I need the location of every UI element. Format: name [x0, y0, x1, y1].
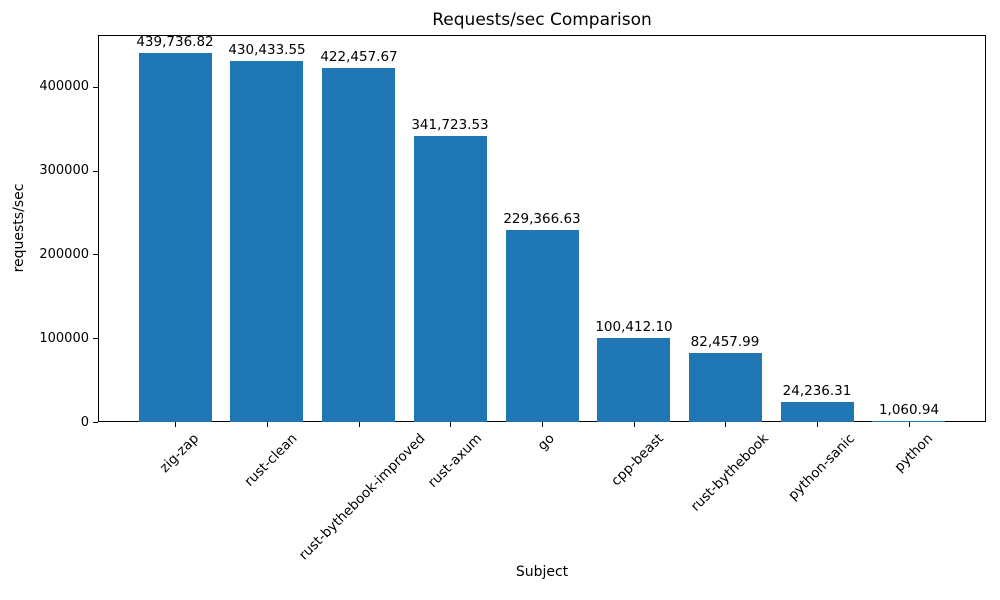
x-tick-mark — [908, 422, 910, 427]
bar-value-label: 422,457.67 — [320, 49, 398, 65]
bar — [230, 61, 303, 422]
x-tick-mark — [541, 422, 543, 427]
bar-value-label: 430,433.55 — [228, 42, 306, 58]
x-tick-mark — [358, 422, 360, 427]
y-tick-mark — [93, 170, 98, 172]
y-tick-mark — [93, 337, 98, 339]
bar-value-label: 82,457.99 — [690, 334, 760, 350]
x-tick-mark — [816, 422, 818, 427]
bar — [414, 136, 487, 422]
x-tick-label: zig-zap — [156, 430, 203, 476]
bar — [689, 353, 762, 422]
bar — [781, 402, 854, 422]
y-tick-mark — [93, 86, 98, 88]
x-tick-mark — [174, 422, 176, 427]
x-tick-label: rust-bythebook — [687, 430, 772, 515]
bar-value-label: 341,723.53 — [411, 117, 489, 133]
x-tick-label: python — [890, 430, 936, 476]
x-tick-mark — [724, 422, 726, 427]
x-tick-label: go — [534, 430, 558, 454]
bar — [322, 68, 395, 422]
y-tick-label: 200000 — [39, 246, 89, 262]
bar-value-label: 229,366.63 — [503, 211, 581, 227]
x-tick-mark — [449, 422, 451, 427]
x-axis-label: Subject — [515, 564, 569, 580]
y-tick-label: 400000 — [39, 79, 89, 95]
y-tick-mark — [93, 421, 98, 423]
x-tick-mark — [266, 422, 268, 427]
y-tick-mark — [93, 253, 98, 255]
bar — [139, 53, 212, 422]
chart-title: Requests/sec Comparison — [432, 10, 652, 30]
bar-value-label: 24,236.31 — [782, 383, 852, 399]
bar — [597, 338, 670, 422]
bar — [872, 421, 945, 422]
y-tick-label: 0 — [80, 414, 89, 430]
x-tick-label: rust-clean — [241, 430, 301, 490]
bar-value-label: 1,060.94 — [878, 402, 940, 418]
x-tick-label: python-sanic — [785, 430, 859, 504]
y-tick-label: 300000 — [39, 163, 89, 179]
x-tick-mark — [633, 422, 635, 427]
bar-value-label: 439,736.82 — [136, 34, 214, 50]
bar-value-label: 100,412.10 — [595, 319, 673, 335]
y-tick-label: 100000 — [39, 330, 89, 346]
x-tick-label: rust-bythebook-improved — [296, 430, 429, 564]
x-tick-label: cpp-beast — [608, 430, 668, 490]
x-tick-label: rust-axum — [424, 430, 485, 491]
bar — [506, 230, 579, 422]
